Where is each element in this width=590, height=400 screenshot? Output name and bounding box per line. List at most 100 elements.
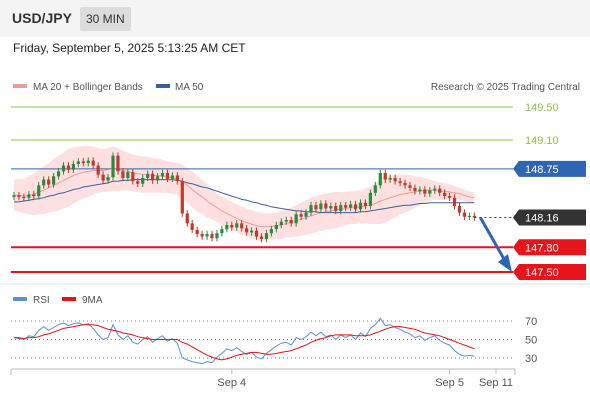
- level-label-149.10: 149.10: [525, 135, 559, 147]
- candle-body: [358, 202, 363, 210]
- candle-body: [324, 203, 328, 209]
- level-label-148.16: 148.16: [525, 213, 559, 225]
- candle-body: [86, 160, 90, 164]
- rsi-legend-swatch: [13, 297, 27, 301]
- rsi-ma-legend-swatch: [62, 297, 76, 301]
- ma50-legend-label: MA 50: [175, 82, 204, 93]
- candle-body: [200, 234, 204, 237]
- forecast-arrow-head: [498, 254, 512, 272]
- ma50-line: [14, 179, 475, 214]
- rsi-line: [13, 317, 475, 365]
- bollinger-band-area: [14, 145, 475, 241]
- candle-body: [27, 194, 31, 198]
- candle-body: [319, 203, 323, 210]
- candle-body: [141, 177, 145, 184]
- candle-body: [344, 205, 348, 208]
- candle-body: [220, 229, 224, 234]
- candle-body: [279, 221, 283, 225]
- candle-body: [37, 185, 41, 197]
- candle-body: [334, 206, 338, 211]
- x-tick-label: Sep 11: [479, 377, 513, 389]
- candle-body: [240, 223, 244, 229]
- candle-body: [215, 233, 219, 239]
- candle-body: [452, 197, 457, 206]
- candle-body: [146, 173, 150, 178]
- candle-body: [175, 175, 179, 182]
- candle-body: [467, 215, 471, 217]
- candle-body: [12, 195, 16, 197]
- candle-body: [180, 181, 184, 214]
- candle-body: [155, 176, 160, 181]
- candle-body: [274, 224, 278, 230]
- candle-body: [225, 224, 229, 230]
- candle-body: [383, 173, 387, 180]
- candle-body: [294, 214, 298, 224]
- candle-body: [76, 161, 80, 164]
- candle-body: [42, 179, 46, 186]
- candle-body: [289, 220, 293, 224]
- candle-body: [462, 212, 467, 217]
- ma50-legend-swatch: [156, 84, 170, 88]
- candle-body: [52, 176, 56, 185]
- candle-body: [299, 214, 303, 217]
- rsi-ma-legend-label: 9MA: [82, 295, 103, 306]
- candle-body: [433, 188, 437, 191]
- candle-body: [116, 155, 120, 172]
- candle-body: [329, 206, 333, 209]
- candle-body: [428, 190, 432, 194]
- candle-body: [284, 220, 288, 222]
- datetime-label: Friday, September 5, 2025 5:13:25 AM CET: [13, 41, 246, 55]
- candle-body: [353, 204, 358, 210]
- rsi-ma-line: [14, 324, 475, 361]
- candle-body: [388, 177, 392, 180]
- candle-body: [393, 177, 397, 182]
- rsi-tick-label-30: 30: [525, 353, 537, 365]
- candle-body: [61, 165, 66, 172]
- level-label-148.75: 148.75: [525, 164, 559, 176]
- candle-body: [106, 177, 110, 181]
- candle-body: [101, 174, 105, 181]
- candle-body: [443, 192, 447, 197]
- candle-body: [457, 206, 462, 213]
- candle-body: [269, 229, 273, 234]
- candle-body: [368, 192, 372, 206]
- candle-body: [349, 204, 353, 208]
- candle-body: [66, 165, 71, 170]
- candle-body: [190, 223, 194, 230]
- candle-body: [254, 230, 259, 237]
- timeframe-badge[interactable]: 30 MIN: [80, 7, 131, 31]
- candle-body: [205, 234, 209, 237]
- candle-body: [56, 171, 61, 177]
- rsi-legend-label: RSI: [33, 295, 50, 306]
- candle-body: [314, 205, 318, 210]
- candle-body: [32, 194, 36, 197]
- level-tag-147.80: [513, 239, 586, 256]
- candle-body: [398, 181, 402, 183]
- rsi-tick-label-70: 70: [525, 316, 537, 328]
- candle-body: [363, 202, 368, 206]
- candle-body: [304, 212, 308, 217]
- level-tag-147.50: [513, 264, 586, 280]
- x-tick-label: Sep 4: [217, 377, 246, 389]
- header-bar: USD/JPY 30 MIN: [0, 0, 590, 37]
- candle-body: [185, 213, 189, 224]
- candle-body: [438, 188, 442, 193]
- candle-body: [22, 196, 26, 198]
- candle-body: [136, 181, 140, 184]
- candle-body: [160, 173, 165, 177]
- candle-body: [165, 173, 170, 179]
- candle-body: [413, 187, 417, 192]
- candle-body: [373, 185, 377, 193]
- candle-body: [230, 224, 234, 228]
- level-label-147.50: 147.50: [525, 267, 559, 279]
- candle-body: [96, 165, 100, 175]
- candle-body: [210, 234, 214, 239]
- credit-label: Research © 2025 Trading Central: [431, 82, 580, 93]
- candle-body: [111, 155, 115, 178]
- candle-body: [71, 163, 75, 170]
- candle-body: [170, 175, 174, 179]
- candle-body: [81, 161, 85, 164]
- ma20-legend-label: MA 20 + Bollinger Bands: [33, 82, 143, 93]
- candle-body: [17, 195, 21, 197]
